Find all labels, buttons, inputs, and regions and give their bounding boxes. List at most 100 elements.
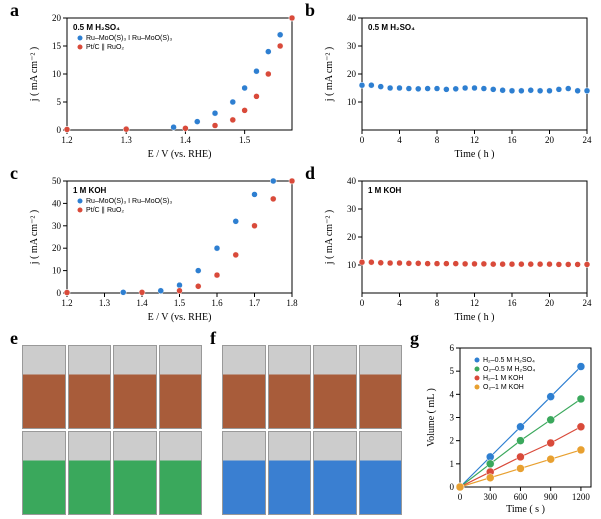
svg-text:1.5: 1.5	[174, 298, 186, 308]
svg-text:4: 4	[450, 389, 455, 399]
svg-text:1.5: 1.5	[239, 135, 251, 145]
svg-text:O₂–0.5 M H₂SO₄: O₂–0.5 M H₂SO₄	[483, 366, 535, 373]
svg-text:Ru–MoO(S)₃ I Ru–MoO(S)₃: Ru–MoO(S)₃ I Ru–MoO(S)₃	[86, 35, 172, 42]
svg-text:24: 24	[583, 135, 593, 145]
svg-text:8: 8	[435, 135, 440, 145]
svg-text:0: 0	[360, 135, 365, 145]
svg-text:1200: 1200	[572, 492, 591, 502]
svg-text:24: 24	[583, 298, 593, 308]
photo-cell	[268, 431, 312, 515]
photo-cell	[359, 345, 403, 429]
svg-text:12: 12	[470, 135, 479, 145]
svg-text:Time ( h ): Time ( h )	[455, 312, 495, 323]
svg-text:30: 30	[347, 204, 357, 214]
svg-text:1 M KOH: 1 M KOH	[73, 186, 107, 195]
svg-text:Volume ( mL ): Volume ( mL )	[426, 388, 437, 447]
svg-text:2: 2	[450, 436, 455, 446]
svg-text:30: 30	[52, 221, 62, 231]
svg-text:j ( mA cm⁻² ): j ( mA cm⁻² )	[324, 210, 335, 265]
photo-cell	[313, 345, 357, 429]
svg-text:j ( mA cm⁻² ): j ( mA cm⁻² )	[29, 47, 40, 102]
photo-cell	[113, 345, 157, 429]
photo-cell	[22, 345, 66, 429]
svg-text:1 M KOH: 1 M KOH	[368, 186, 402, 195]
photo-cell	[359, 431, 403, 515]
svg-text:0: 0	[450, 482, 455, 492]
svg-text:900: 900	[544, 492, 558, 502]
svg-text:Ru–MoO(S)₃ I Ru–MoO(S)₃: Ru–MoO(S)₃ I Ru–MoO(S)₃	[86, 198, 172, 205]
svg-text:0.5 M H₂SO₄: 0.5 M H₂SO₄	[368, 23, 415, 32]
svg-text:10: 10	[347, 260, 357, 270]
photo-cell	[222, 431, 266, 515]
svg-text:40: 40	[347, 13, 357, 23]
svg-text:20: 20	[52, 13, 62, 23]
svg-text:1.2: 1.2	[61, 135, 72, 145]
svg-text:0: 0	[360, 298, 365, 308]
svg-text:20: 20	[545, 135, 555, 145]
photo-cell	[313, 431, 357, 515]
svg-text:1.2: 1.2	[61, 298, 72, 308]
svg-text:15: 15	[52, 41, 62, 51]
panel-label-f: f	[210, 328, 216, 349]
svg-text:Time ( h ): Time ( h )	[455, 149, 495, 160]
svg-text:50: 50	[52, 176, 62, 186]
svg-text:3: 3	[450, 413, 455, 423]
svg-text:0: 0	[57, 288, 62, 298]
svg-text:10: 10	[52, 69, 62, 79]
svg-text:1.4: 1.4	[136, 298, 148, 308]
svg-text:600: 600	[514, 492, 528, 502]
photo-cell	[113, 431, 157, 515]
svg-text:1.7: 1.7	[249, 298, 261, 308]
photo-panel-e	[22, 345, 202, 515]
photo-cell	[222, 345, 266, 429]
svg-text:H₂–0.5 M H₂SO₄: H₂–0.5 M H₂SO₄	[483, 357, 535, 364]
svg-text:4: 4	[397, 298, 402, 308]
svg-text:1: 1	[450, 459, 455, 469]
photo-cell	[159, 431, 203, 515]
svg-text:300: 300	[483, 492, 497, 502]
chart-g: 030060090012000123456Time ( s )Volume ( …	[422, 340, 597, 515]
panel-label-b: b	[305, 0, 315, 21]
svg-text:1.4: 1.4	[180, 135, 192, 145]
photo-panel-f	[222, 345, 402, 515]
svg-text:40: 40	[52, 198, 62, 208]
chart-b: 0481216202410203040Time ( h )j ( mA cm⁻²…	[320, 10, 595, 160]
photo-cell	[268, 345, 312, 429]
svg-text:Pt/C ∥ RuO₂: Pt/C ∥ RuO₂	[86, 43, 124, 51]
panel-label-a: a	[10, 0, 19, 21]
svg-text:Pt/C ∥ RuO₂: Pt/C ∥ RuO₂	[86, 206, 124, 214]
panel-label-c: c	[10, 163, 18, 184]
chart-a: 1.21.31.41.505101520E / V (vs. RHE)j ( m…	[25, 10, 300, 160]
svg-text:1.3: 1.3	[99, 298, 111, 308]
svg-text:j ( mA cm⁻² ): j ( mA cm⁻² )	[324, 47, 335, 102]
svg-text:O₂–1 M KOH: O₂–1 M KOH	[483, 384, 524, 391]
svg-text:1.8: 1.8	[286, 298, 298, 308]
svg-text:5: 5	[450, 366, 455, 376]
svg-text:10: 10	[347, 97, 357, 107]
photo-cell	[68, 345, 112, 429]
svg-text:4: 4	[397, 135, 402, 145]
svg-text:1.6: 1.6	[211, 298, 223, 308]
svg-text:20: 20	[545, 298, 555, 308]
svg-text:0: 0	[57, 125, 62, 135]
svg-text:Time ( s ): Time ( s )	[506, 504, 545, 515]
svg-text:H₂–1 M KOH: H₂–1 M KOH	[483, 375, 523, 382]
svg-text:16: 16	[508, 298, 518, 308]
svg-text:20: 20	[347, 232, 357, 242]
panel-label-g: g	[410, 328, 419, 349]
chart-d: 0481216202410203040Time ( h )j ( mA cm⁻²…	[320, 173, 595, 323]
svg-text:E / V (vs. RHE): E / V (vs. RHE)	[148, 312, 212, 323]
panel-label-e: e	[10, 328, 18, 349]
photo-cell	[22, 431, 66, 515]
svg-text:0: 0	[458, 492, 463, 502]
svg-text:10: 10	[52, 266, 62, 276]
svg-text:E / V (vs. RHE): E / V (vs. RHE)	[148, 149, 212, 160]
chart-c: 1.21.31.41.51.61.71.801020304050E / V (v…	[25, 173, 300, 323]
panel-label-d: d	[305, 163, 315, 184]
photo-cell	[159, 345, 203, 429]
svg-text:12: 12	[470, 298, 479, 308]
photo-cell	[68, 431, 112, 515]
svg-text:0.5 M H₂SO₄: 0.5 M H₂SO₄	[73, 23, 120, 32]
svg-text:j ( mA cm⁻² ): j ( mA cm⁻² )	[29, 210, 40, 265]
svg-text:8: 8	[435, 298, 440, 308]
